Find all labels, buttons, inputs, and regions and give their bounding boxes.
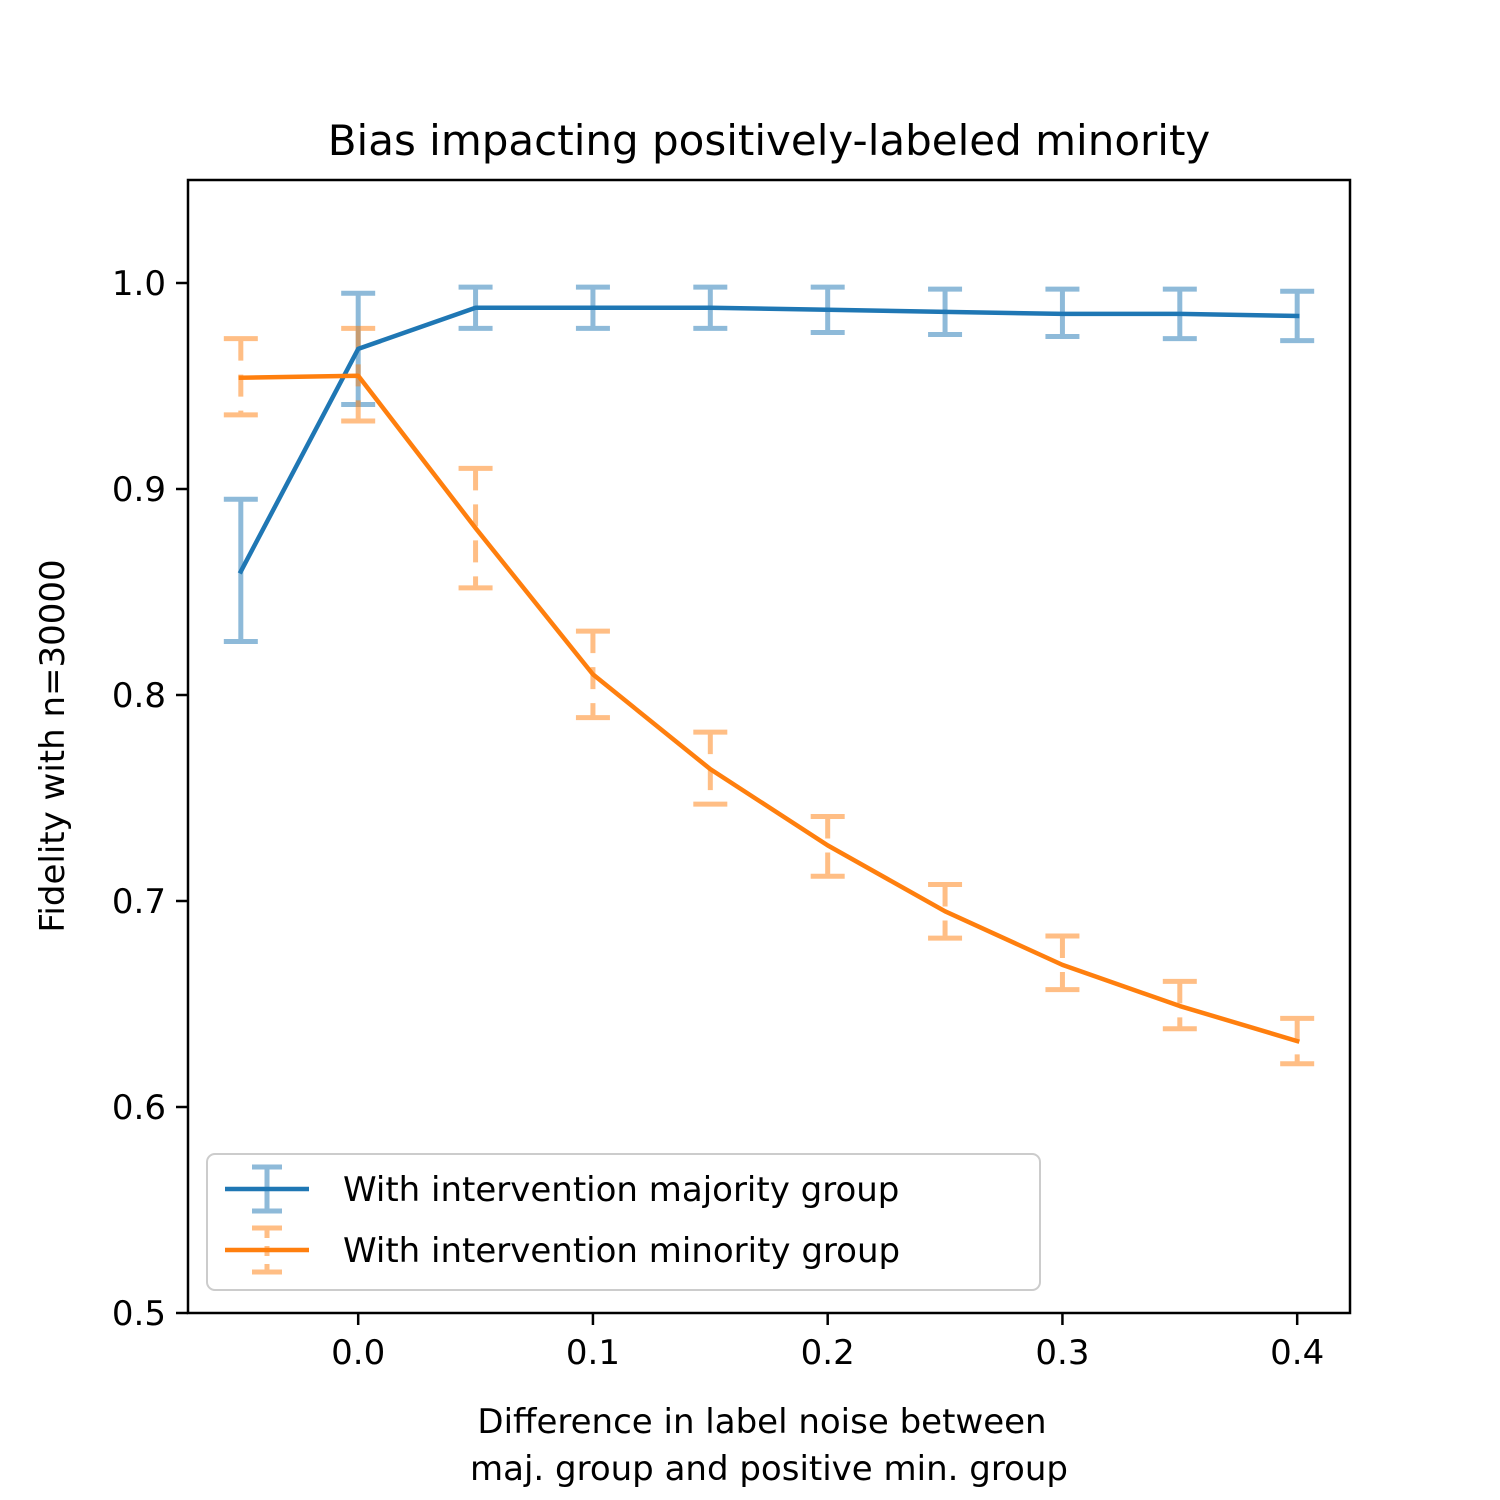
y-tick-label: 0.5 [112,1294,166,1334]
series-line-1 [237,305,1300,575]
x-axis-label-line-2: maj. group and positive min. group [470,1449,1068,1489]
x-tick-label: 0.2 [801,1333,855,1373]
y-tick-label: 0.9 [112,470,166,510]
y-axis-label: Fidelity with n=30000 [33,559,73,932]
y-tick-label: 0.8 [112,676,166,716]
series-layer [223,284,1315,1067]
x-axis-label-line-1: Difference in label noise between [477,1402,1046,1442]
series-lines [237,305,1300,1044]
chart-title: Bias impacting positively-labeled minori… [328,116,1211,165]
x-tick-label: 0.0 [331,1333,385,1373]
legend-box [206,1153,1041,1291]
x-tick-label: 0.4 [1270,1333,1324,1373]
axis-ticks: 0.0 0.1 0.2 0.3 0.4 0.5 0.6 0.7 0.8 0.9 1.0 [112,264,1324,1373]
x-tick-label: 0.1 [566,1333,620,1373]
x-tick-label: 0.3 [1035,1333,1089,1373]
legend: With intervention majority group With int… [206,1153,1041,1291]
errorbars-series-2 [223,325,1315,1067]
y-tick-label: 1.0 [112,264,166,304]
y-tick-label: 0.7 [112,882,166,922]
legend-entry-label: With intervention majority group [343,1170,899,1210]
legend-entry-label: With intervention minority group [343,1231,900,1271]
series-line-2 [238,373,1300,1044]
plot-frame [186,178,1352,1315]
y-tick-label: 0.6 [112,1088,166,1128]
